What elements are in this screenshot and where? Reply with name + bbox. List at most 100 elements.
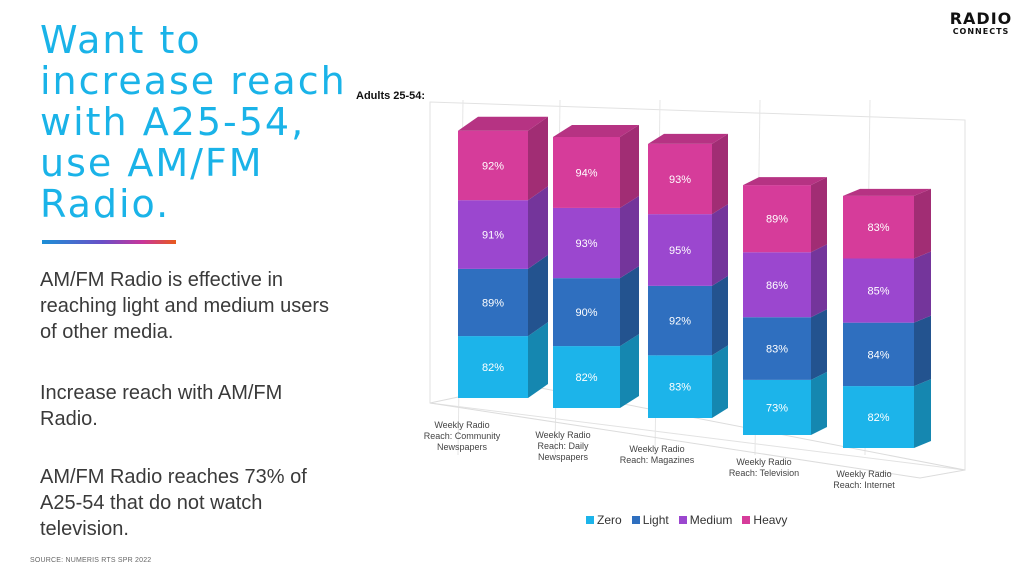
data-label: 84% xyxy=(867,349,889,361)
legend-label-zero: Zero xyxy=(597,513,622,527)
bar-segment-side xyxy=(914,251,931,323)
bar-segment-front xyxy=(743,317,811,380)
bar-segment-side xyxy=(914,188,931,259)
data-label: 91% xyxy=(482,230,504,242)
legend-swatch-medium xyxy=(678,516,687,524)
bar-segment-side xyxy=(528,186,548,269)
body-paragraph-3: AM/FM Radio reaches 73% of A25-54 that d… xyxy=(40,466,307,540)
body-paragraph-1: AM/FM Radio is effective in reaching lig… xyxy=(40,269,330,343)
bar-segment-side xyxy=(811,177,827,253)
bar-segment-side xyxy=(528,322,548,398)
bar-segment-front xyxy=(458,336,528,398)
category-label: Reach: Internet xyxy=(833,480,895,490)
data-label: 82% xyxy=(575,372,597,384)
category-label: Weekly Radio xyxy=(836,469,891,479)
data-label: 82% xyxy=(482,362,504,374)
source-note: SOURCE: NUMERIS RTS SPR 2022 xyxy=(30,557,152,564)
bar-segment-front xyxy=(458,130,528,201)
legend-label-light: Light xyxy=(642,513,669,527)
bar-segment-front xyxy=(458,268,528,337)
bar-segment-side xyxy=(914,379,931,448)
data-label: 89% xyxy=(482,297,504,309)
accent-gradient-bar xyxy=(42,240,176,244)
bar-segment-front xyxy=(743,379,811,435)
chart-legend: Zero Light Medium Heavy xyxy=(586,513,787,527)
bar-segment-side xyxy=(811,309,827,380)
bar-top-face xyxy=(458,116,548,131)
bar-segment-side xyxy=(528,116,548,201)
bar-segment-side xyxy=(528,254,548,337)
bar-top-face xyxy=(648,133,728,144)
category-label: Weekly Radio xyxy=(535,430,590,440)
data-label: 73% xyxy=(766,402,788,414)
legend-item-medium: Medium xyxy=(678,513,733,527)
bar-top-face xyxy=(553,124,639,137)
bar-segment-side xyxy=(620,195,639,279)
legend-item-zero: Zero xyxy=(586,513,622,527)
bar-segment-front xyxy=(648,285,712,356)
data-label: 93% xyxy=(575,238,597,250)
data-label: 85% xyxy=(867,286,889,298)
legend-swatch-heavy xyxy=(742,516,751,524)
body-paragraph-2: Increase reach with AM/FM Radio. xyxy=(40,382,283,430)
category-label: Weekly Radio xyxy=(736,457,791,467)
bar-segment-side xyxy=(620,334,639,408)
bar-segment-side xyxy=(712,133,728,215)
category-label: Reach: Television xyxy=(729,468,799,478)
chart-back-frame xyxy=(429,101,966,471)
legend-item-light: Light xyxy=(631,513,669,527)
category-label: Reach: Community xyxy=(424,431,501,441)
bar-segment-front xyxy=(553,346,620,408)
bar-segment-front xyxy=(743,185,811,253)
bar-segment-front xyxy=(843,258,914,323)
legend-item-heavy: Heavy xyxy=(742,513,787,527)
data-label: 95% xyxy=(669,245,691,257)
data-label: 89% xyxy=(766,214,788,226)
category-label: Weekly Radio xyxy=(434,420,489,430)
data-label: 86% xyxy=(766,280,788,292)
chart-title: Adults 25-54: xyxy=(356,90,426,102)
bar-segment-side xyxy=(712,345,728,418)
bar-segment-front xyxy=(648,214,712,286)
bar-segment-front xyxy=(843,386,914,448)
data-label: 83% xyxy=(669,382,691,394)
category-label: Reach: Magazines xyxy=(620,455,695,465)
logo-text-top: RADIO xyxy=(949,9,1013,28)
bar-segment-front xyxy=(553,207,620,279)
category-label: Newspapers xyxy=(437,442,488,452)
category-label: Weekly Radio xyxy=(629,444,684,454)
bar-segment-front xyxy=(648,355,712,418)
bar-segment-front xyxy=(843,195,914,259)
legend-label-medium: Medium xyxy=(689,513,733,527)
data-label: 90% xyxy=(575,307,597,319)
bar-segment-side xyxy=(620,124,639,208)
data-label: 92% xyxy=(482,160,504,172)
bar-segment-side xyxy=(811,244,827,318)
category-label: Newspapers xyxy=(538,452,589,462)
bar-segment-front xyxy=(648,143,712,215)
bar-segment-front xyxy=(743,252,811,318)
data-label: 82% xyxy=(867,412,889,424)
bar-segment-front xyxy=(843,322,914,387)
data-label: 83% xyxy=(867,222,889,234)
legend-label-heavy: Heavy xyxy=(753,513,788,527)
bar-segment-side xyxy=(811,371,827,435)
bar-segment-front xyxy=(553,278,620,347)
page-headline: Want to increase reach with A25-54, use … xyxy=(40,18,347,226)
bar-segment-side xyxy=(620,266,639,347)
bar-top-face xyxy=(743,177,827,186)
legend-swatch-light xyxy=(631,516,640,524)
data-label: 94% xyxy=(575,167,597,179)
bar-segment-side xyxy=(712,275,728,356)
bar-segment-side xyxy=(914,315,931,387)
bar-top-face xyxy=(843,188,931,196)
bar-segment-side xyxy=(712,204,728,286)
radio-connects-logo: RADIO CONNECTS xyxy=(945,10,1017,36)
data-label: 93% xyxy=(669,174,691,186)
logo-text-bottom: CONNECTS xyxy=(952,27,1010,36)
data-label: 92% xyxy=(669,316,691,328)
bar-segment-front xyxy=(553,136,620,208)
data-label: 83% xyxy=(766,344,788,356)
category-label: Reach: Daily xyxy=(537,441,589,451)
